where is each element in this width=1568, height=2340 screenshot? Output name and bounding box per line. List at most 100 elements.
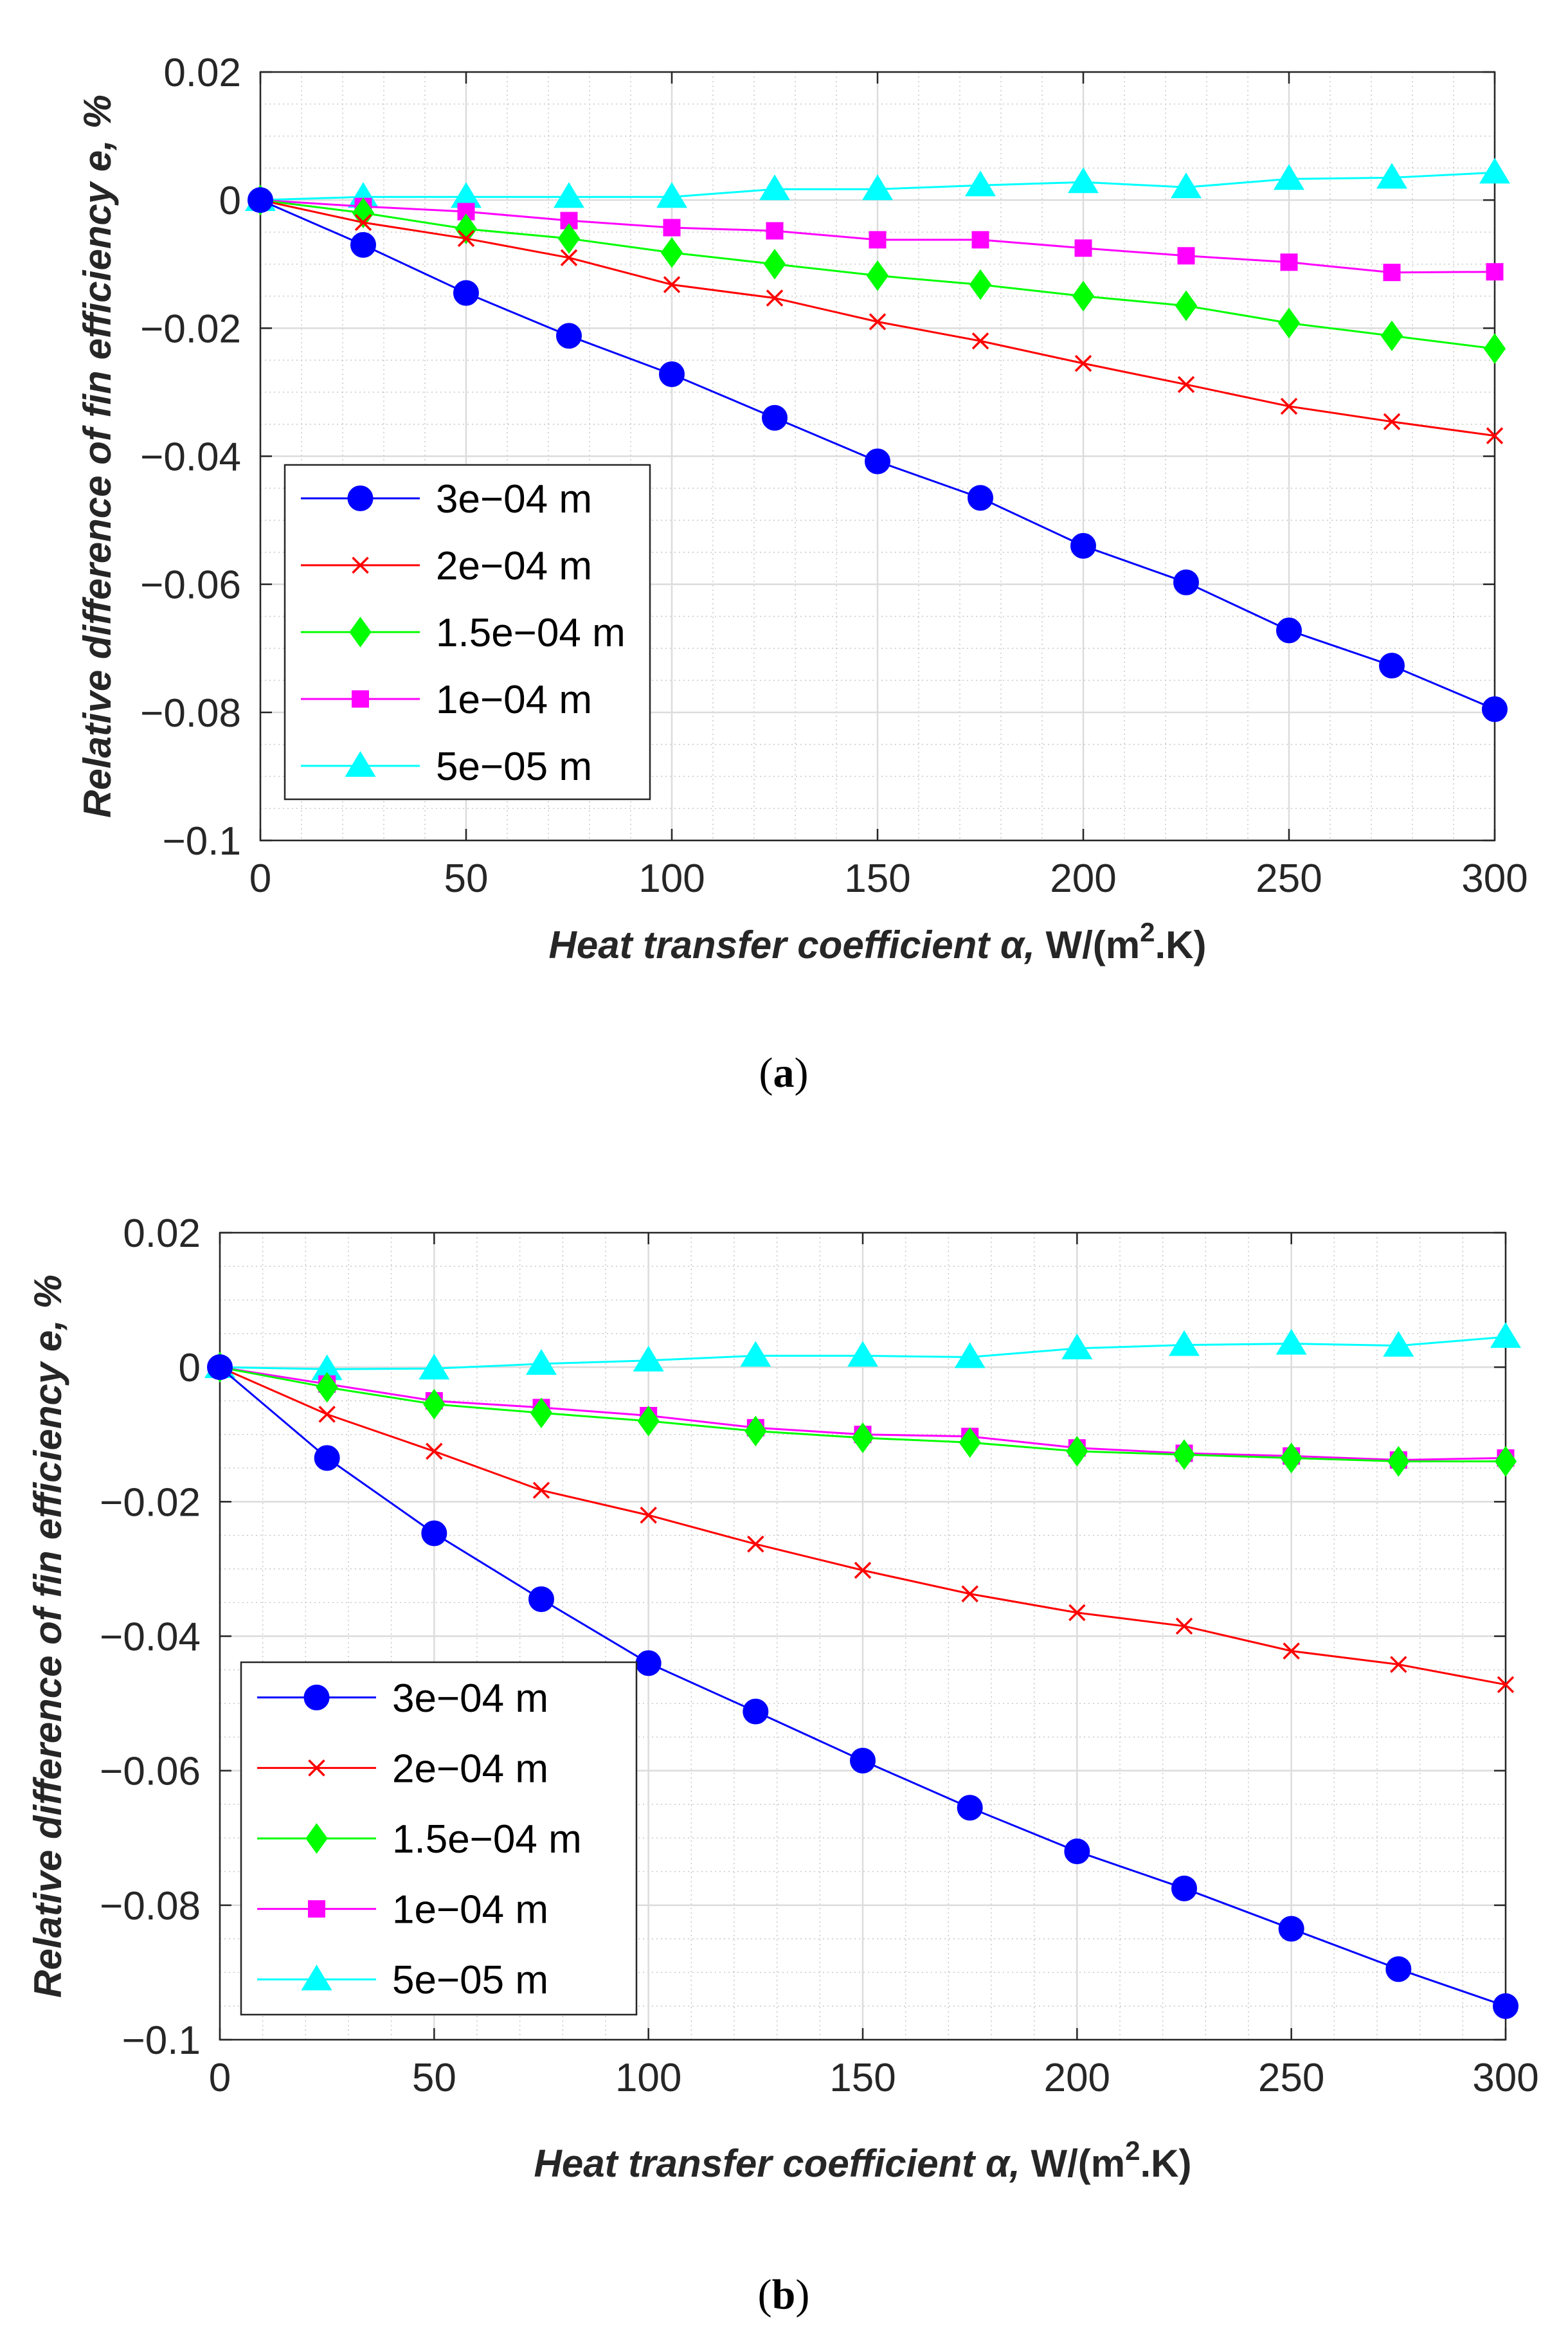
- data-point: [961, 1585, 978, 1602]
- legend-label: 2e−04 m: [436, 544, 592, 588]
- legend-label: 1e−04 m: [392, 1888, 548, 1932]
- data-point: [954, 1342, 986, 1368]
- data-point: [532, 1482, 550, 1499]
- panel-caption-a: (a): [759, 1049, 809, 1096]
- data-point: [455, 213, 478, 244]
- data-point: [766, 222, 784, 240]
- x-tick-label: 200: [1050, 857, 1116, 901]
- data-point: [1173, 1439, 1196, 1470]
- data-point: [663, 276, 681, 293]
- legend-marker: [303, 1684, 330, 1710]
- data-point: [637, 1405, 660, 1437]
- legend-label: 3e−04 m: [392, 1676, 548, 1721]
- data-point: [421, 1520, 447, 1546]
- data-point: [526, 1348, 557, 1375]
- series-1: [207, 1354, 1518, 2019]
- data-point: [1494, 1446, 1517, 1477]
- data-point: [971, 231, 989, 249]
- data-point: [1070, 532, 1096, 559]
- data-point: [419, 1354, 450, 1380]
- legend-marker: [305, 1823, 328, 1854]
- data-point: [1483, 333, 1506, 365]
- legend-label: 1.5e−04 m: [436, 611, 626, 655]
- data-point: [743, 1698, 769, 1725]
- data-point: [1278, 1916, 1304, 1942]
- data-point: [1276, 617, 1302, 644]
- data-point: [854, 1561, 872, 1579]
- data-point: [1497, 1676, 1515, 1694]
- data-point: [557, 223, 581, 254]
- data-point: [207, 1354, 233, 1381]
- x-axis-label-main: Heat transfer coefficient α,: [549, 923, 1046, 966]
- data-point: [1064, 1838, 1090, 1865]
- data-point: [850, 1747, 876, 1773]
- data-point: [528, 1586, 554, 1612]
- x-axis-label-superscript: 2: [1140, 917, 1155, 947]
- tick-marks: [219, 1231, 1507, 2041]
- x-axis-label-main: Heat transfer coefficient α,: [534, 2142, 1031, 2185]
- data-point: [560, 249, 578, 267]
- data-point: [1175, 290, 1198, 322]
- x-tick-label: 100: [638, 857, 705, 901]
- legend-marker: [347, 485, 374, 511]
- data-point: [1376, 163, 1407, 189]
- legend-label: 1e−04 m: [436, 678, 592, 722]
- data-point: [1068, 1604, 1086, 1622]
- y-tick-label: −0.04: [140, 435, 241, 480]
- data-point: [663, 219, 681, 237]
- data-point: [851, 1422, 874, 1453]
- x-tick-label: 0: [209, 2056, 231, 2100]
- data-point: [968, 485, 993, 511]
- chart-panel-b: 0 50 100 150 200 250 300 0.02 0 −0.02 −0.04 −0.06 −0…: [26, 1211, 1539, 2185]
- data-point: [969, 269, 992, 300]
- data-point: [352, 197, 375, 228]
- data-point: [1074, 354, 1092, 372]
- data-point: [1280, 397, 1298, 415]
- data-point: [426, 1442, 443, 1460]
- data-point: [1061, 1333, 1093, 1359]
- data-point: [635, 1650, 662, 1676]
- data-point: [554, 182, 584, 208]
- y-tick-label: 0: [179, 1346, 201, 1390]
- data-point: [318, 1406, 336, 1423]
- data-point: [1280, 1442, 1302, 1474]
- caption-close: ): [795, 1049, 809, 1096]
- data-point: [453, 280, 479, 306]
- data-point: [1177, 247, 1195, 265]
- data-point: [1173, 569, 1199, 595]
- data-point: [1486, 427, 1504, 444]
- legend-label: 2e−04 m: [392, 1746, 548, 1791]
- data-point: [1486, 263, 1504, 281]
- x-axis-label: Heat transfer coefficient α, W/(m2.K): [549, 917, 1207, 966]
- data-point: [1072, 280, 1095, 312]
- data-point: [1379, 653, 1405, 679]
- data-point: [1385, 1956, 1412, 1982]
- y-axis-label: Relative difference of fin efficiency e,…: [26, 1274, 69, 1998]
- data-point: [656, 182, 687, 208]
- data-point: [1493, 1993, 1518, 2019]
- data-point: [1171, 1875, 1197, 1901]
- y-tick-label: −0.04: [100, 1615, 201, 1660]
- data-point: [759, 174, 790, 201]
- data-point: [965, 170, 996, 197]
- caption-letter: a: [773, 1049, 795, 1096]
- legend-marker: [349, 617, 372, 648]
- data-point: [747, 1535, 764, 1553]
- data-point: [1482, 696, 1508, 722]
- x-tick-label: 300: [1472, 2056, 1538, 2100]
- data-point: [1490, 1322, 1521, 1348]
- data-point: [1274, 164, 1304, 190]
- y-tick-label: −0.06: [100, 1750, 201, 1794]
- x-tick-label: 50: [412, 2056, 456, 2100]
- data-point: [1068, 167, 1099, 194]
- data-point: [740, 1341, 771, 1367]
- x-axis-label-unit-end: .K): [1155, 923, 1207, 966]
- legend-marker: [308, 1900, 325, 1918]
- x-axis-label-unit-end: .K): [1140, 2142, 1192, 2185]
- tick-marks: [259, 71, 1496, 842]
- data-point: [633, 1345, 664, 1372]
- data-point: [957, 1795, 983, 1821]
- data-point: [530, 1397, 553, 1429]
- x-tick-label: 150: [844, 857, 910, 901]
